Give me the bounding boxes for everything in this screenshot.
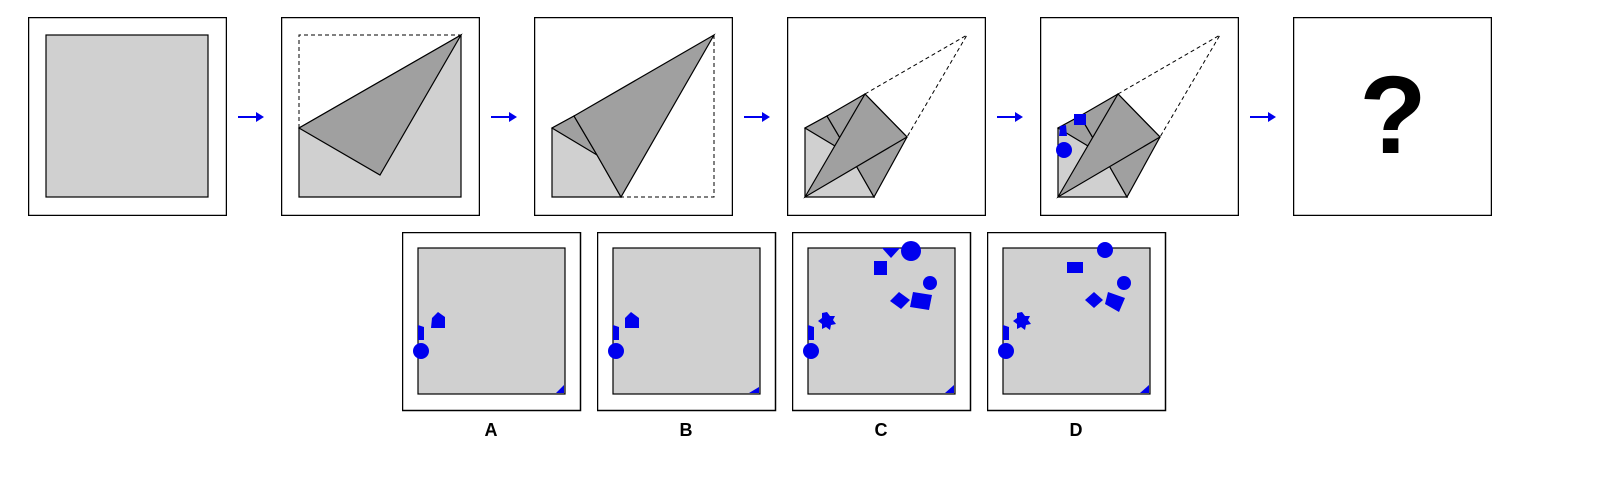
arrow-icon (491, 112, 517, 122)
pentagon-mark (808, 325, 814, 340)
square-mark (874, 261, 887, 275)
diamond-mark (882, 248, 900, 258)
option-b-panel[interactable] (597, 232, 777, 412)
punched-pentagon (1059, 125, 1067, 136)
fold-outline-dashed (1117, 33, 1222, 138)
circle-mark (803, 343, 819, 359)
arrow-icon (997, 112, 1023, 122)
circle-mark (1117, 276, 1131, 290)
circle-mark (1097, 242, 1113, 258)
square-mark (890, 292, 910, 309)
step-1-panel (28, 17, 227, 216)
fold-outline-dashed (864, 33, 969, 138)
pentagon-mark (1003, 325, 1009, 340)
circle-mark (901, 241, 921, 261)
punched-circle (1056, 142, 1072, 158)
option-d-panel[interactable] (987, 232, 1167, 412)
square-mark (1105, 292, 1125, 312)
arrow-icon (1250, 112, 1276, 122)
pentagon-mark (418, 325, 424, 340)
paper-square (45, 34, 209, 198)
circle-mark (923, 276, 937, 290)
corner-mark (945, 385, 954, 393)
square-mark (1067, 262, 1083, 273)
folded-flap (573, 33, 716, 199)
pentagon-mark (613, 325, 619, 340)
option-a-label: A (484, 420, 498, 440)
square-mark (1085, 292, 1103, 308)
folded-flap (297, 33, 463, 176)
star-mark (1013, 312, 1031, 330)
circle-mark (608, 343, 624, 359)
folded-flap (803, 93, 908, 199)
corner-mark (556, 385, 564, 393)
pentagon-mark (431, 312, 445, 328)
circle-mark (413, 343, 429, 359)
option-c-panel[interactable] (792, 232, 972, 412)
square-mark (910, 292, 932, 310)
fold-outline-dashed (621, 35, 715, 198)
option-b-label: B (679, 420, 693, 440)
step-2-panel (281, 17, 480, 216)
pentagon-mark (625, 312, 639, 328)
arrow-icon (744, 112, 770, 122)
step-5-panel (1040, 17, 1239, 216)
option-c-label: C (874, 420, 888, 440)
corner-mark (1140, 385, 1149, 393)
step-4-panel (787, 17, 986, 216)
option-d-label: D (1069, 420, 1083, 440)
question-mark: ? (1359, 54, 1426, 177)
corner-mark (749, 387, 759, 393)
punched-square (1074, 114, 1086, 125)
folded-flap (1056, 93, 1161, 199)
circle-mark (998, 343, 1014, 359)
option-a-panel[interactable] (402, 232, 582, 412)
fold-outline-dashed (298, 34, 461, 128)
arrow-icon (238, 112, 264, 122)
star-mark (818, 312, 836, 330)
step-6-panel: ? (1293, 17, 1492, 216)
step-3-panel (534, 17, 733, 216)
